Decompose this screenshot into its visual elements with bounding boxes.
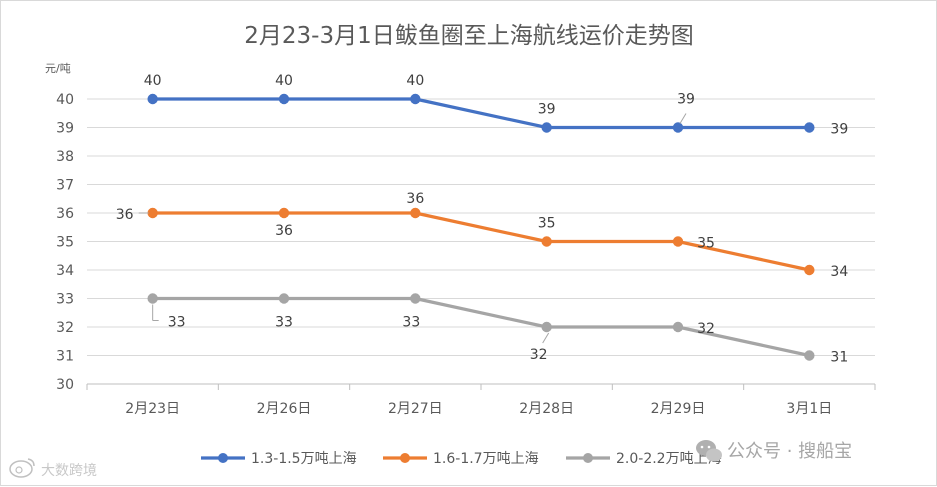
watermark-left: 大数跨境 [41,463,97,479]
y-tick-label: 37 [56,178,74,194]
data-point [147,207,158,219]
y-tick-label: 38 [56,149,74,165]
y-tick-label: 34 [56,263,74,279]
watermark-right: 公众号 · 搜船宝 [727,441,852,462]
data-label: 35 [538,216,556,232]
series-line [151,211,811,272]
data-label: 36 [116,207,134,223]
series-group [147,93,815,361]
series-line [151,296,811,358]
series-line [151,97,811,130]
data-labels: 40 40 40 39 39 39 36 36 36 35 35 34 33 33 33 32 32 31 [116,73,849,366]
data-point [278,293,290,304]
y-axis-unit: 元/吨 [45,62,71,75]
data-label: 40 [144,73,162,89]
data-label: 40 [406,73,424,89]
legend-marker [400,453,410,463]
y-axis-ticks: 30 31 32 33 34 35 36 37 38 39 40 [56,92,74,393]
data-point [541,122,552,133]
x-tick-label: 2月23日 [125,401,180,417]
y-tick-label: 32 [56,320,74,336]
data-point [672,236,684,247]
data-point [410,207,421,219]
y-tick-label: 39 [56,121,74,137]
y-tick-label: 31 [56,349,74,365]
data-label: 33 [275,315,293,331]
legend: 1.3-1.5万吨上海 1.6-1.7万吨上海 2.0-2.2万吨上海 [201,451,722,467]
data-point [541,321,552,333]
label-leader [679,113,687,124]
x-axis: 2月23日 2月26日 2月27日 2月28日 2月29日 3月1日 [86,383,876,417]
data-label: 39 [830,122,848,138]
data-label: 32 [530,347,548,363]
data-label: 32 [697,321,715,337]
y-tick-label: 30 [56,377,74,393]
data-label: 39 [677,92,695,108]
data-point [541,236,552,247]
chart-title: 2月23-3月1日鲅鱼圈至上海航线运价走势图 [244,23,693,49]
wechat-icon [696,440,722,462]
data-label: 40 [275,73,293,89]
y-tick-label: 40 [56,92,74,108]
y-tick-label: 33 [56,292,74,308]
data-label: 35 [697,236,715,252]
data-point [278,207,290,219]
data-label: 34 [830,264,848,280]
data-label: 31 [830,350,848,366]
x-tick-label: 2月27日 [388,401,443,417]
data-label: 39 [538,102,556,118]
x-tick-label: 2月29日 [651,401,706,417]
data-label: 36 [275,223,293,239]
y-tick-label: 35 [56,235,74,251]
legend-label: 2.0-2.2万吨上海 [616,451,722,467]
weibo-icon [9,458,35,478]
label-leader [542,332,550,344]
data-point [804,350,815,361]
data-label: 33 [402,315,420,331]
data-point [410,93,421,105]
y-tick-label: 36 [56,206,74,222]
data-point [672,321,684,333]
legend-label: 1.3-1.5万吨上海 [251,451,357,467]
data-point [804,122,815,133]
data-point [804,264,815,276]
data-point [147,93,158,105]
data-point [672,122,684,133]
data-point [410,293,421,304]
x-tick-label: 3月1日 [786,401,832,417]
legend-label: 1.6-1.7万吨上海 [433,451,539,467]
data-label: 36 [406,191,424,207]
data-label: 33 [168,315,186,331]
data-point [147,293,158,304]
legend-marker [583,453,593,463]
data-point [278,93,290,105]
x-tick-label: 2月26日 [257,401,312,417]
legend-marker [218,453,228,463]
x-tick-label: 2月28日 [519,401,574,417]
